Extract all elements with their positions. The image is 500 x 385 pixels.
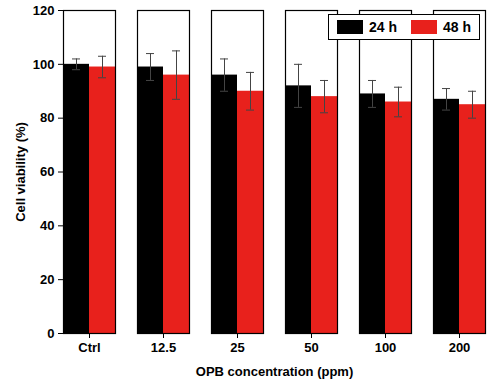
svg-text:120: 120 — [33, 3, 55, 18]
svg-text:Cell viability (%): Cell viability (%) — [13, 122, 28, 222]
svg-text:12.5: 12.5 — [151, 340, 176, 355]
html-text:24 h: 24 h — [369, 19, 397, 35]
svg-text:20: 20 — [40, 272, 54, 287]
svg-text:200: 200 — [449, 340, 471, 355]
svg-text:50: 50 — [304, 340, 318, 355]
svg-text:100: 100 — [33, 56, 55, 71]
svg-text:40: 40 — [40, 218, 54, 233]
html-text:48 h: 48 h — [443, 19, 471, 35]
svg-text:60: 60 — [40, 164, 54, 179]
svg-text:25: 25 — [230, 340, 244, 355]
svg-text:100: 100 — [375, 340, 397, 355]
svg-text:80: 80 — [40, 110, 54, 125]
svg-text:0: 0 — [47, 326, 54, 341]
svg-text:Ctrl: Ctrl — [78, 340, 100, 355]
svg-text:OPB concentration (ppm): OPB concentration (ppm) — [196, 364, 353, 379]
